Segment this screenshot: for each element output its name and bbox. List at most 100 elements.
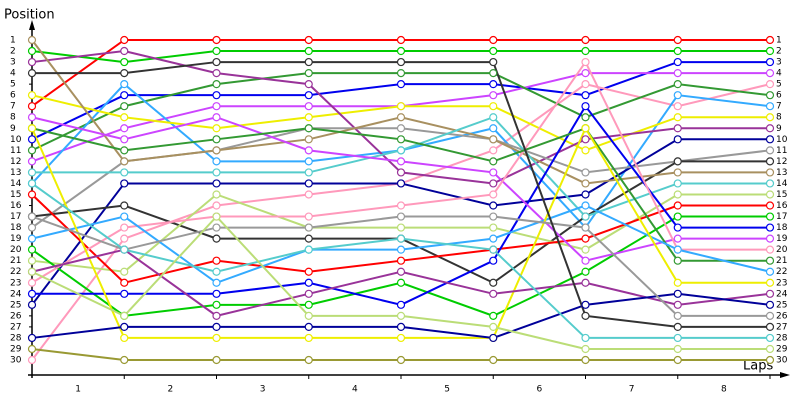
point: [27, 289, 37, 298]
point: [489, 157, 498, 166]
point: [396, 300, 406, 309]
point: [489, 223, 498, 232]
point: [765, 80, 775, 89]
y-tick-label-right: 11: [776, 146, 787, 156]
axes: [28, 20, 790, 378]
point: [212, 35, 221, 45]
point: [27, 69, 37, 78]
point: [765, 278, 775, 287]
point: [396, 46, 406, 56]
point: [304, 69, 313, 78]
point: [581, 69, 590, 78]
point: [212, 80, 221, 89]
point: [489, 245, 498, 254]
point: [396, 256, 406, 265]
point: [765, 234, 775, 243]
point: [27, 91, 37, 100]
point: [212, 168, 221, 177]
point: [396, 35, 406, 45]
point: [765, 179, 775, 188]
point: [27, 57, 37, 67]
point: [673, 234, 682, 243]
point: [765, 256, 775, 265]
point: [212, 333, 221, 343]
y-tick-label: 9: [10, 124, 16, 134]
point: [27, 256, 37, 265]
point: [581, 102, 590, 111]
point: [212, 69, 221, 78]
point: [304, 333, 313, 343]
point: [304, 267, 313, 276]
point: [489, 289, 498, 298]
y-tick-label: 6: [10, 91, 16, 101]
point: [581, 333, 590, 343]
point: [765, 289, 775, 298]
point: [212, 300, 221, 309]
y-tick-label-right: 27: [776, 322, 787, 332]
point: [581, 223, 590, 232]
point: [120, 91, 129, 100]
point: [304, 135, 313, 144]
point: [212, 256, 221, 265]
point: [765, 157, 775, 166]
y-tick-label: 7: [10, 102, 16, 112]
point: [489, 80, 498, 89]
point: [673, 212, 682, 221]
point: [581, 300, 590, 309]
point: [27, 212, 37, 221]
point: [212, 57, 221, 67]
point: [581, 267, 590, 276]
point: [765, 146, 775, 155]
point: [673, 201, 682, 210]
point: [673, 179, 682, 188]
point: [489, 146, 498, 155]
y-tick-label-right: 6: [776, 91, 782, 101]
point: [120, 135, 129, 144]
y-tick-label-right: 9: [776, 124, 782, 134]
point: [765, 300, 775, 309]
point: [673, 135, 682, 144]
point: [765, 168, 775, 177]
x-axis-arrow: [780, 372, 790, 378]
point: [396, 333, 406, 343]
point: [120, 201, 129, 210]
y-axis-arrow: [29, 20, 35, 30]
point: [396, 69, 406, 78]
y-tick-label-right: 10: [776, 135, 788, 145]
point: [304, 113, 313, 122]
y-tick-label-right: 22: [776, 267, 787, 277]
point: [581, 57, 590, 67]
point: [581, 179, 590, 188]
point: [396, 201, 406, 210]
point: [120, 234, 129, 243]
point: [396, 212, 406, 221]
point: [212, 212, 221, 221]
point: [27, 355, 37, 365]
point: [396, 267, 406, 276]
point: [120, 322, 129, 331]
point: [673, 278, 682, 287]
point: [27, 234, 37, 243]
x-tick-label: 3: [260, 385, 266, 395]
point: [581, 135, 590, 144]
y-tick-label: 10: [10, 135, 22, 145]
y-tick-label-right: 15: [776, 190, 787, 200]
point: [489, 333, 498, 343]
point: [212, 311, 221, 320]
point: [489, 168, 498, 177]
y-tick-label: 23: [10, 278, 21, 288]
point: [489, 212, 498, 221]
y-tick-label: 24: [10, 289, 22, 299]
point: [765, 223, 775, 232]
point: [27, 300, 37, 309]
point: [212, 322, 221, 331]
point: [765, 91, 775, 100]
point: [212, 201, 221, 210]
point: [765, 322, 775, 331]
x-axis-label: Laps: [743, 359, 773, 374]
point: [673, 344, 682, 354]
point: [304, 278, 313, 287]
y-tick-label-right: 8: [776, 113, 782, 123]
point: [765, 46, 775, 56]
point: [765, 69, 775, 78]
